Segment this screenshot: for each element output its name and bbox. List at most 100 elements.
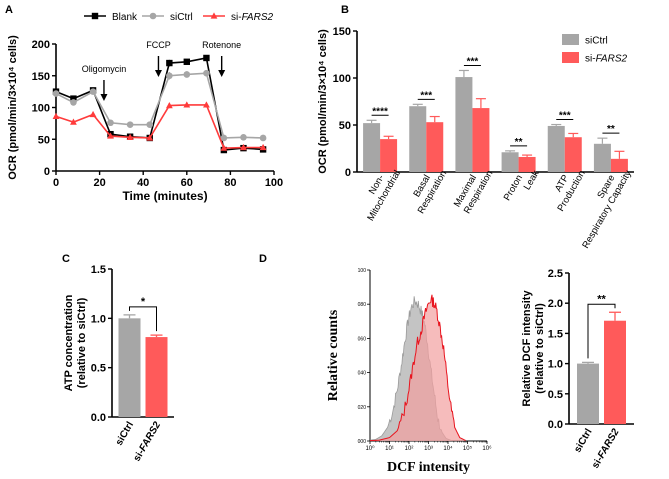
a-x-tick-label: 40	[137, 177, 149, 189]
a-legend-label: siCtrl	[170, 12, 193, 23]
d-hist-area-sifars2	[370, 294, 466, 441]
d-hist-y-tick-label: 080	[358, 302, 367, 308]
a-data-point	[259, 134, 267, 142]
d-bar-y-tick-label: 0.0	[548, 419, 563, 431]
c-y-axis-label-line: (relative to siCtrl)	[76, 297, 88, 388]
a-x-axis-label: Time (minutes)	[122, 189, 207, 203]
a-data-point	[126, 133, 134, 140]
a-annotation-arrowhead	[154, 70, 162, 77]
c-significance-bracket	[129, 306, 157, 332]
a-series-line	[55, 72, 264, 139]
a-y-tick-label: 0	[44, 166, 50, 178]
a-y-tick-label: 150	[32, 71, 50, 83]
a-data-point	[107, 132, 114, 139]
b-y-tick-label: 0	[345, 167, 351, 179]
panel-a: A 0 50 100 150 200 0 20 40 60 80 100 Time (minutes) O…	[5, 4, 283, 203]
d-bar-y-axis-label-line: Relative DCF intensity	[521, 290, 533, 407]
a-annotation-label: Rotenone	[202, 40, 241, 50]
a-data-point	[126, 121, 134, 128]
b-bar	[547, 125, 565, 172]
a-data-point	[183, 58, 190, 65]
d-bar-y-tick-label: 1.5	[548, 328, 563, 340]
a-annotation-label: FCCP	[146, 40, 171, 50]
b-significance-label: **	[607, 124, 615, 135]
d-bar-y-tick-label: 2.0	[548, 298, 563, 310]
c-y-axis-label-line: ATP concentration	[63, 294, 75, 391]
b-y-tick-label: 100	[333, 73, 351, 85]
panel-d-label: D	[259, 253, 267, 265]
a-data-point	[146, 134, 154, 141]
a-data-point	[89, 88, 97, 95]
c-y-tick-label: 1.0	[91, 313, 106, 325]
d-bar-y-axis-label-line: (relative to siCtrl)	[534, 303, 546, 394]
b-significance-label: **	[515, 137, 523, 148]
b-bar	[472, 108, 490, 172]
d-hist-x-tick-label: 10³	[424, 446, 433, 452]
a-series-line	[55, 104, 264, 149]
a-data-point	[166, 72, 173, 80]
panel-c: C 0.0 0.5 1.0 1.5 ATP concentration(relative …	[62, 253, 174, 464]
d-bar-significance-bracket	[587, 303, 616, 359]
d-hist-x-tick-label: 10⁴	[443, 445, 453, 452]
c-bar	[118, 318, 141, 417]
a-data-point	[165, 101, 173, 109]
b-bar	[610, 158, 628, 172]
b-legend-label: si-FARS2	[585, 54, 627, 65]
b-legend-swatch	[562, 34, 579, 45]
d-hist-x-tick-label: 10⁶	[482, 445, 492, 452]
a-data-point	[70, 118, 77, 125]
c-y-tick-label: 1.5	[91, 264, 106, 276]
b-bar	[409, 106, 427, 172]
a-data-point	[70, 99, 77, 106]
a-y-tick-label: 200	[32, 39, 50, 51]
a-x-tick-label: 80	[224, 177, 236, 189]
d-hist-y-axis-label: Relative counts	[326, 309, 341, 401]
c-y-axis-label: ATP concentration(relative to siCtrl)	[63, 294, 88, 391]
a-data-point	[183, 71, 191, 78]
c-y-tick-label: 0.5	[91, 363, 106, 375]
b-significance-label: ***	[420, 90, 432, 101]
a-data-point	[210, 12, 218, 19]
panel-b-label: B	[341, 4, 349, 16]
b-bar	[593, 143, 611, 172]
panel-c-label: C	[62, 253, 70, 265]
a-data-point	[91, 12, 99, 20]
a-data-point	[70, 95, 77, 102]
a-data-point	[166, 59, 173, 67]
d-bar-y-tick-label: 1.0	[548, 359, 563, 371]
a-x-tick-label: 60	[181, 177, 193, 189]
a-x-tick-label: 100	[265, 177, 283, 189]
b-category-label-line: Proton	[502, 173, 526, 203]
panel-a-label: A	[5, 4, 13, 16]
b-y-tick-label: 150	[333, 26, 351, 38]
d-bar-y-axis-label: Relative DCF intensity(relative to siCtr…	[521, 290, 546, 407]
d-hist-line-sifars2	[369, 294, 466, 442]
d-hist-x-tick-label: 10⁵	[463, 445, 473, 452]
c-y-tick-label: 0.0	[91, 412, 106, 424]
d-bar-y-tick-label: 0.5	[548, 389, 563, 401]
a-annotation-arrowhead	[100, 94, 108, 101]
c-bar	[145, 337, 168, 417]
b-significance-label: ***	[559, 111, 571, 122]
b-bar	[455, 77, 473, 172]
a-x-tick-label: 20	[93, 177, 105, 189]
b-bar	[564, 137, 582, 172]
c-category-label: siCtrl	[114, 420, 136, 448]
d-hist-y-tick-label: 060	[358, 336, 367, 342]
a-data-point	[203, 69, 210, 77]
b-bar	[501, 152, 519, 172]
d-bar-category-label: siCtrl	[572, 427, 594, 455]
a-data-point	[183, 101, 191, 108]
b-legend-label: siCtrl	[585, 36, 608, 47]
a-y-axis-label: OCR (pmol/min/3×10⁴ cells)	[7, 35, 19, 180]
a-annotation-arrowhead	[218, 70, 226, 77]
d-hist-y-tick-label: 000	[358, 439, 367, 445]
d-bar-significance-label: **	[597, 293, 606, 305]
b-bar	[426, 122, 444, 172]
b-bar	[363, 123, 381, 172]
b-category-label-line: Mitochondrial	[365, 169, 403, 223]
a-data-point	[259, 143, 267, 151]
a-data-point	[89, 110, 97, 118]
